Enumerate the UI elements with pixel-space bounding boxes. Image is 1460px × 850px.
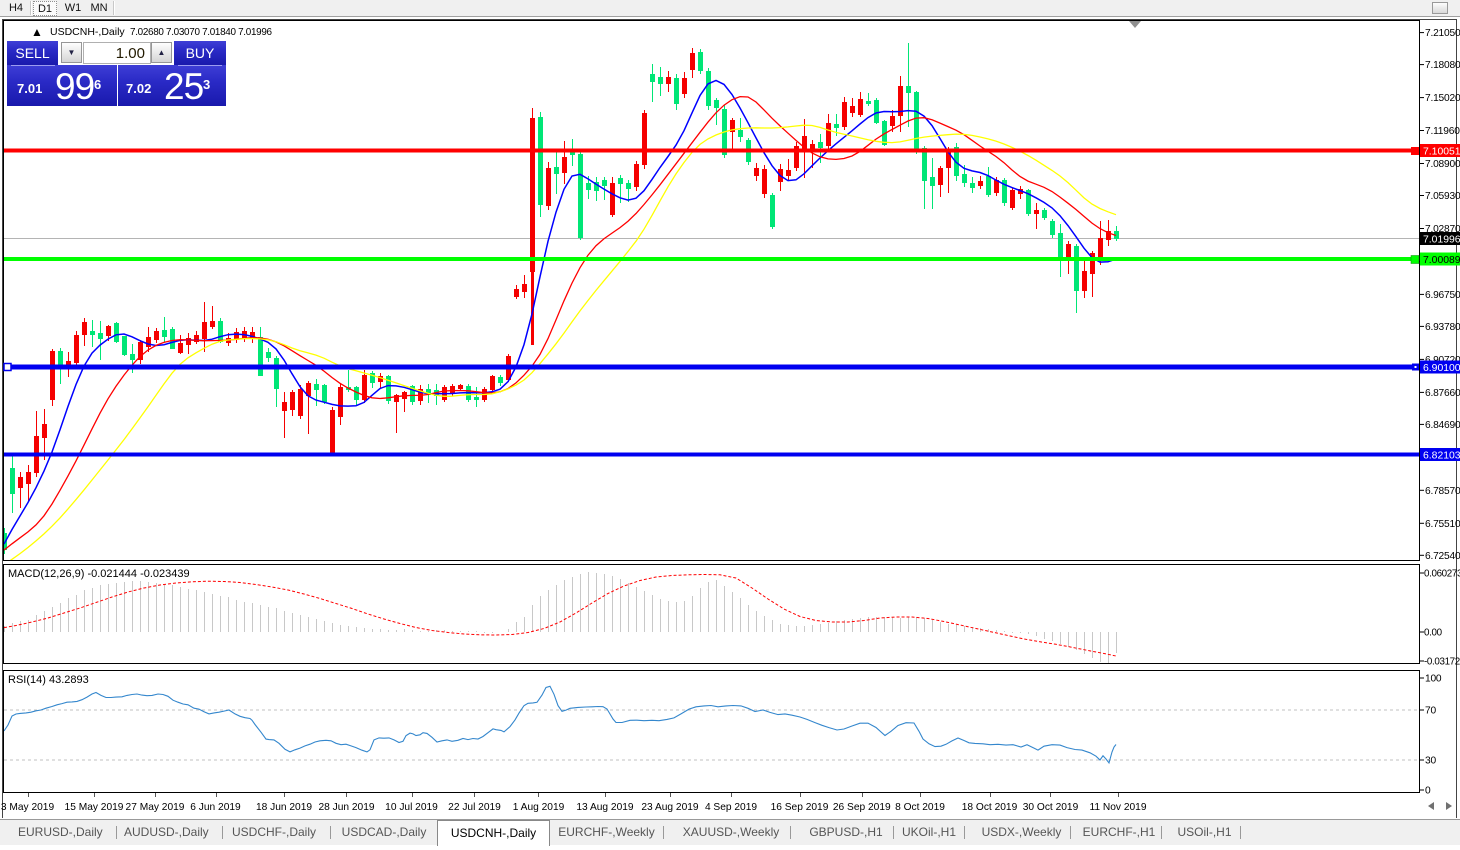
svg-text:10 Jul 2019: 10 Jul 2019: [385, 802, 438, 813]
svg-text:RSI(14) 43.2893: RSI(14) 43.2893: [8, 674, 89, 686]
svg-text:18 Oct 2019: 18 Oct 2019: [962, 802, 1018, 813]
svg-text:30 Oct 2019: 30 Oct 2019: [1023, 802, 1079, 813]
svg-text:6.75510: 6.75510: [1425, 519, 1460, 530]
svg-text:6.93780: 6.93780: [1425, 322, 1460, 333]
svg-text:6.72540: 6.72540: [1425, 551, 1460, 562]
svg-text:7.10051: 7.10051: [1423, 146, 1460, 157]
svg-text:23 Aug 2019: 23 Aug 2019: [641, 802, 699, 813]
svg-text:0.00: 0.00: [1424, 628, 1443, 639]
svg-text:7.05930: 7.05930: [1425, 191, 1460, 202]
svg-text:6.84690: 6.84690: [1425, 420, 1460, 431]
svg-text:70: 70: [1425, 706, 1436, 717]
svg-text:6.90100: 6.90100: [1423, 363, 1460, 374]
svg-text:-0.03172: -0.03172: [1424, 657, 1460, 668]
svg-text:27 May 2019: 27 May 2019: [126, 802, 185, 813]
svg-text:100: 100: [1425, 674, 1442, 685]
svg-text:13 Aug 2019: 13 Aug 2019: [576, 802, 634, 813]
svg-text:7.21050: 7.21050: [1425, 28, 1460, 39]
svg-text:0: 0: [1425, 786, 1431, 797]
svg-text:7.18080: 7.18080: [1425, 60, 1460, 71]
svg-text:28 Jun 2019: 28 Jun 2019: [318, 802, 374, 813]
svg-text:6 Jun 2019: 6 Jun 2019: [190, 802, 241, 813]
svg-text:6.96750: 6.96750: [1425, 290, 1460, 301]
svg-text:MACD(12,26,9) -0.021444 -0.023: MACD(12,26,9) -0.021444 -0.023439: [8, 568, 190, 580]
svg-text:7.02870: 7.02870: [1425, 224, 1460, 235]
svg-text:6.87660: 6.87660: [1425, 388, 1460, 399]
svg-text:7.11960: 7.11960: [1425, 126, 1460, 137]
svg-text:7.00089: 7.00089: [1423, 255, 1460, 266]
svg-text:8 Oct 2019: 8 Oct 2019: [895, 802, 945, 813]
svg-text:7.08900: 7.08900: [1425, 159, 1460, 170]
svg-text:3 May 2019: 3 May 2019: [1, 802, 55, 813]
svg-text:26 Sep 2019: 26 Sep 2019: [833, 802, 891, 813]
svg-text:11 Nov 2019: 11 Nov 2019: [1089, 802, 1146, 813]
svg-text:30: 30: [1425, 756, 1436, 767]
svg-text:1 Aug 2019: 1 Aug 2019: [513, 802, 565, 813]
svg-text:7.01996: 7.01996: [1423, 234, 1460, 245]
svg-text:6.82103: 6.82103: [1423, 450, 1460, 461]
svg-text:15 May 2019: 15 May 2019: [65, 802, 124, 813]
svg-text:16 Sep 2019: 16 Sep 2019: [771, 802, 829, 813]
svg-text:6.90720: 6.90720: [1425, 355, 1460, 366]
svg-text:22 Jul 2019: 22 Jul 2019: [448, 802, 501, 813]
svg-text:18 Jun 2019: 18 Jun 2019: [256, 802, 312, 813]
svg-text:6.78570: 6.78570: [1425, 486, 1460, 497]
svg-text:7.15020: 7.15020: [1425, 93, 1460, 104]
svg-text:0.060273: 0.060273: [1424, 569, 1460, 580]
svg-text:4 Sep 2019: 4 Sep 2019: [705, 802, 757, 813]
